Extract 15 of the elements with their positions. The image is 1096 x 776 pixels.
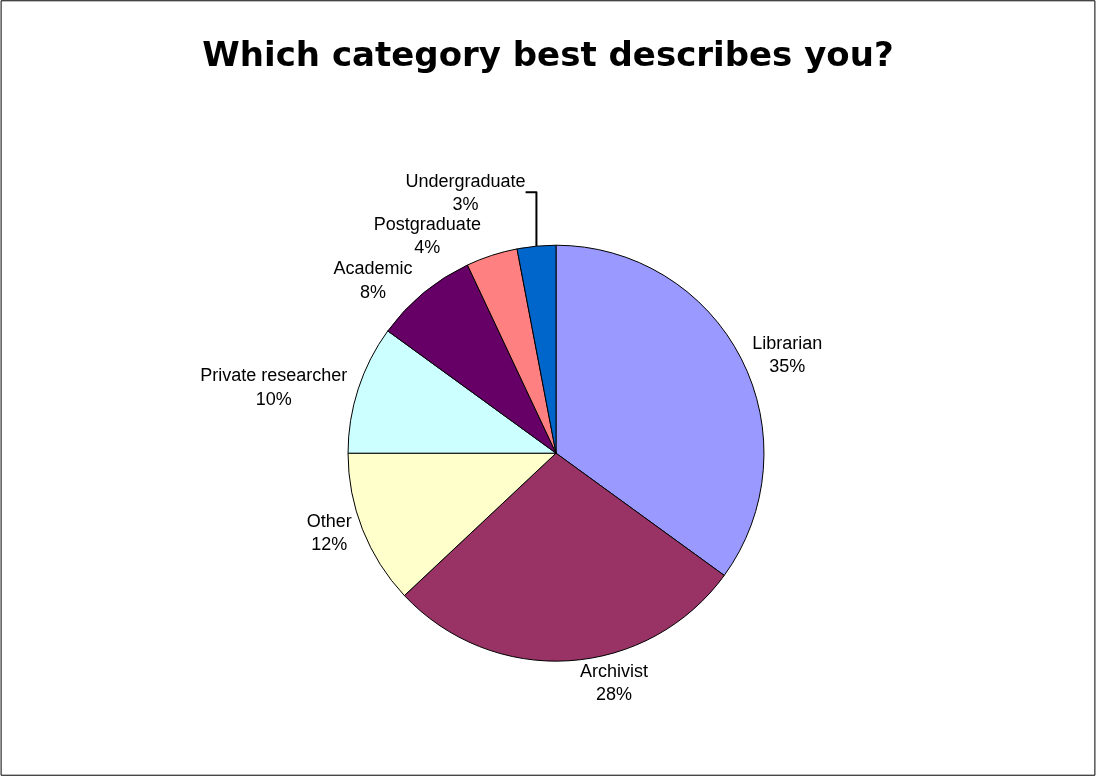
- slice-label: Librarian: [752, 332, 823, 353]
- data-label: 12%: [311, 534, 348, 555]
- data-label: 10%: [255, 388, 292, 409]
- slice-label: Postgraduate: [373, 214, 481, 235]
- chart-title: Which category best describes you?: [202, 34, 894, 75]
- data-label: 4%: [414, 237, 441, 258]
- slice-label: Undergraduate: [405, 170, 526, 191]
- data-label: 35%: [769, 356, 806, 376]
- data-label: 3%: [452, 194, 479, 215]
- slice-label: Private researcher: [200, 365, 348, 386]
- slice-label: Archivist: [579, 660, 648, 681]
- slice-label: Academic: [333, 258, 413, 279]
- data-label: 28%: [595, 684, 632, 705]
- data-label: 8%: [360, 281, 387, 302]
- slice-label: Other: [306, 510, 352, 531]
